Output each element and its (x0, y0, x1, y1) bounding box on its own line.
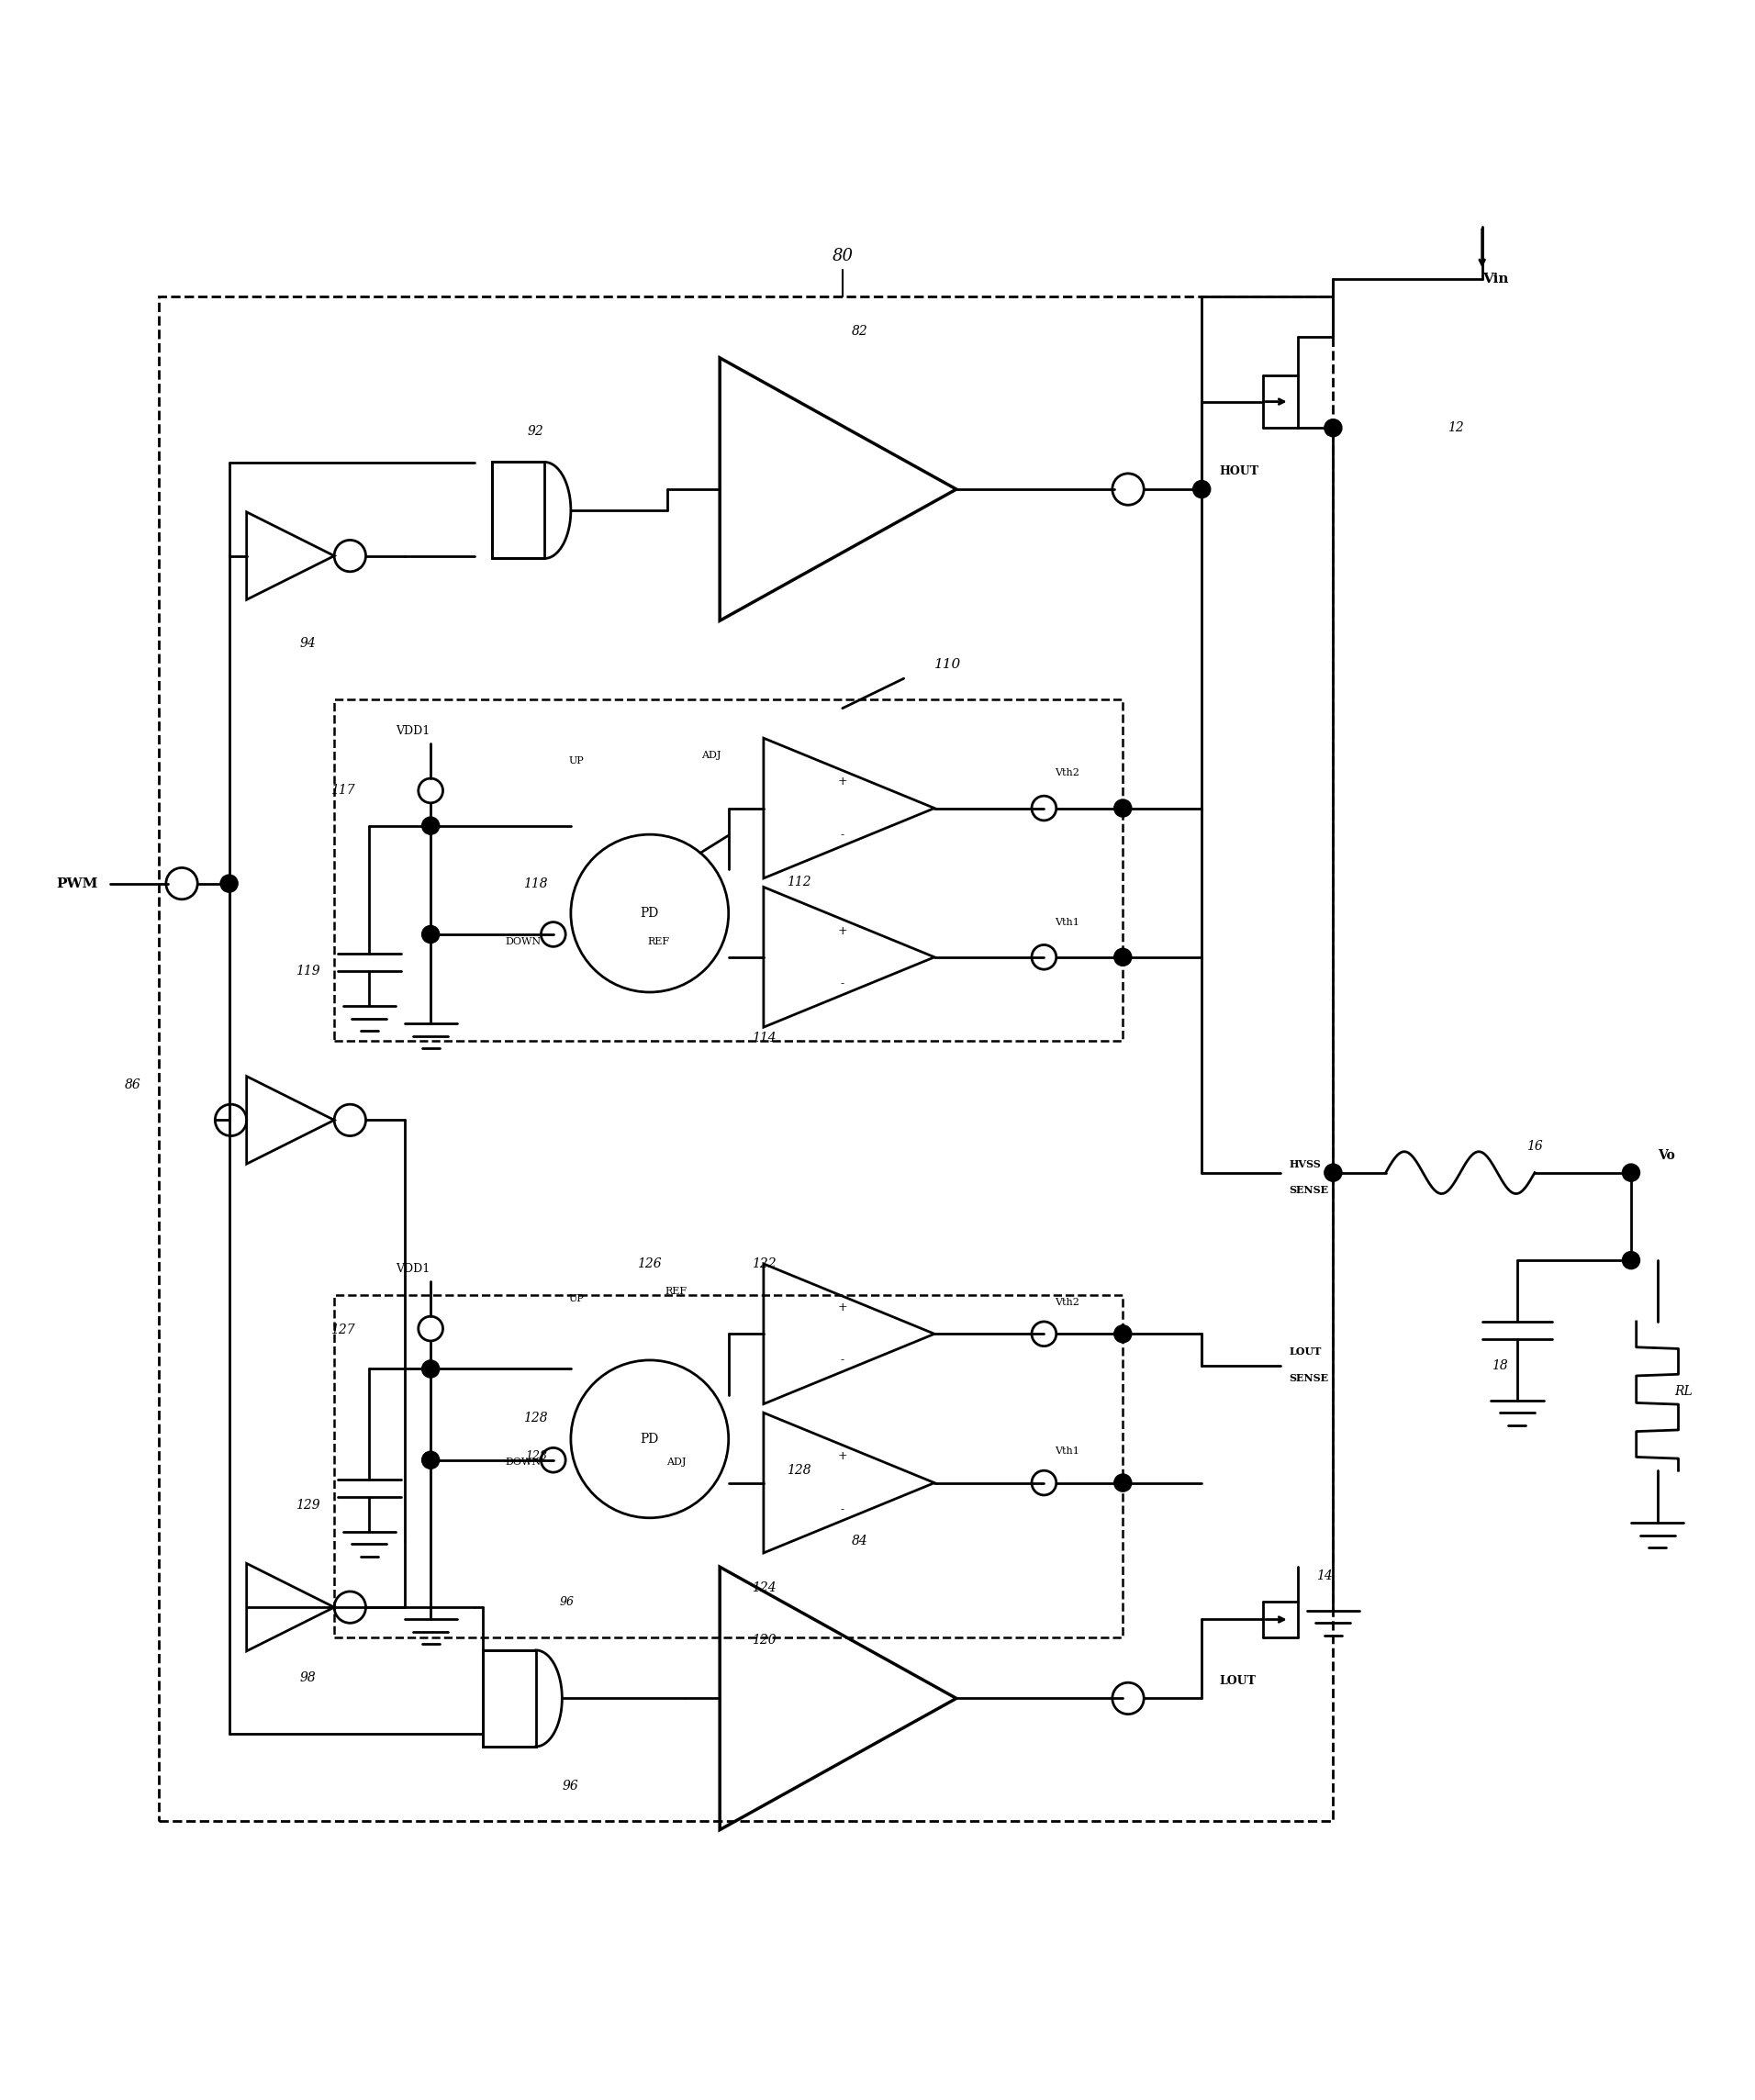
Text: 92: 92 (528, 424, 544, 437)
Text: 84: 84 (851, 1535, 869, 1548)
Text: REF: REF (648, 937, 669, 945)
Text: 12: 12 (1448, 422, 1464, 435)
Text: Vo: Vo (1657, 1149, 1674, 1161)
Circle shape (1325, 1163, 1343, 1182)
Text: LOUT: LOUT (1220, 1676, 1257, 1686)
Text: 128: 128 (525, 1451, 548, 1462)
Circle shape (1114, 1325, 1132, 1342)
Circle shape (1193, 481, 1211, 498)
Text: RL: RL (1674, 1386, 1694, 1399)
Text: REF: REF (665, 1287, 686, 1296)
Text: PD: PD (641, 907, 658, 920)
Text: 120: 120 (751, 1634, 776, 1646)
Text: 127: 127 (330, 1323, 355, 1338)
Circle shape (1325, 420, 1343, 437)
Text: +: + (837, 1451, 848, 1462)
Text: 86: 86 (125, 1079, 140, 1092)
Text: 110: 110 (934, 657, 962, 670)
Text: 82: 82 (851, 326, 869, 338)
Circle shape (1114, 800, 1132, 817)
Text: 94: 94 (300, 636, 316, 649)
Text: UP: UP (569, 756, 584, 766)
Text: LOUT: LOUT (1290, 1346, 1322, 1357)
Text: VDD1: VDD1 (395, 724, 430, 737)
Text: HOUT: HOUT (1220, 466, 1258, 477)
Text: 96: 96 (563, 1779, 579, 1793)
Text: -: - (841, 830, 844, 840)
Text: SENSE: SENSE (1290, 1373, 1329, 1382)
Text: DOWN: DOWN (505, 937, 542, 945)
Text: 119: 119 (297, 964, 319, 979)
Circle shape (421, 926, 439, 943)
Text: 128: 128 (786, 1464, 811, 1476)
Text: ADJ: ADJ (667, 1457, 686, 1466)
Circle shape (221, 876, 239, 892)
Text: SENSE: SENSE (1290, 1184, 1329, 1195)
Text: Vin: Vin (1481, 273, 1508, 286)
Text: 114: 114 (751, 1031, 776, 1044)
Text: PD: PD (641, 1432, 658, 1445)
Text: 124: 124 (751, 1581, 776, 1594)
Text: Vth1: Vth1 (1055, 1447, 1079, 1455)
Circle shape (421, 817, 439, 834)
Text: 16: 16 (1527, 1140, 1543, 1153)
Circle shape (421, 1451, 439, 1468)
Text: Vth2: Vth2 (1055, 1298, 1079, 1306)
Text: -: - (841, 976, 844, 989)
Text: DOWN: DOWN (505, 1457, 542, 1466)
Text: 128: 128 (523, 1411, 548, 1424)
Text: PWM: PWM (56, 878, 98, 890)
Text: Vth2: Vth2 (1055, 769, 1079, 777)
Text: HVSS: HVSS (1290, 1159, 1322, 1170)
Text: 96: 96 (560, 1596, 574, 1609)
Text: 122: 122 (751, 1258, 776, 1270)
Text: 80: 80 (832, 248, 853, 265)
Text: Vth1: Vth1 (1055, 918, 1079, 926)
Circle shape (421, 1361, 439, 1378)
Circle shape (1114, 1474, 1132, 1491)
Bar (483, 1651, 535, 1747)
Text: +: + (837, 924, 848, 937)
Text: 129: 129 (297, 1499, 319, 1512)
Text: VDD1: VDD1 (395, 1262, 430, 1275)
Text: +: + (837, 775, 848, 788)
Circle shape (1622, 1252, 1639, 1268)
Text: +: + (837, 1302, 848, 1315)
Text: UP: UP (569, 1294, 584, 1304)
Circle shape (1114, 949, 1132, 966)
Text: 98: 98 (300, 1672, 316, 1684)
Circle shape (1622, 1163, 1639, 1182)
Bar (491, 462, 544, 559)
Text: -: - (841, 1504, 844, 1514)
Text: 117: 117 (330, 783, 355, 798)
Text: -: - (841, 1354, 844, 1367)
Text: ADJ: ADJ (702, 752, 721, 760)
Text: 118: 118 (523, 878, 548, 890)
Text: 18: 18 (1492, 1359, 1508, 1371)
Text: 112: 112 (786, 876, 811, 888)
Text: 126: 126 (637, 1258, 662, 1270)
Text: 14: 14 (1316, 1569, 1332, 1581)
